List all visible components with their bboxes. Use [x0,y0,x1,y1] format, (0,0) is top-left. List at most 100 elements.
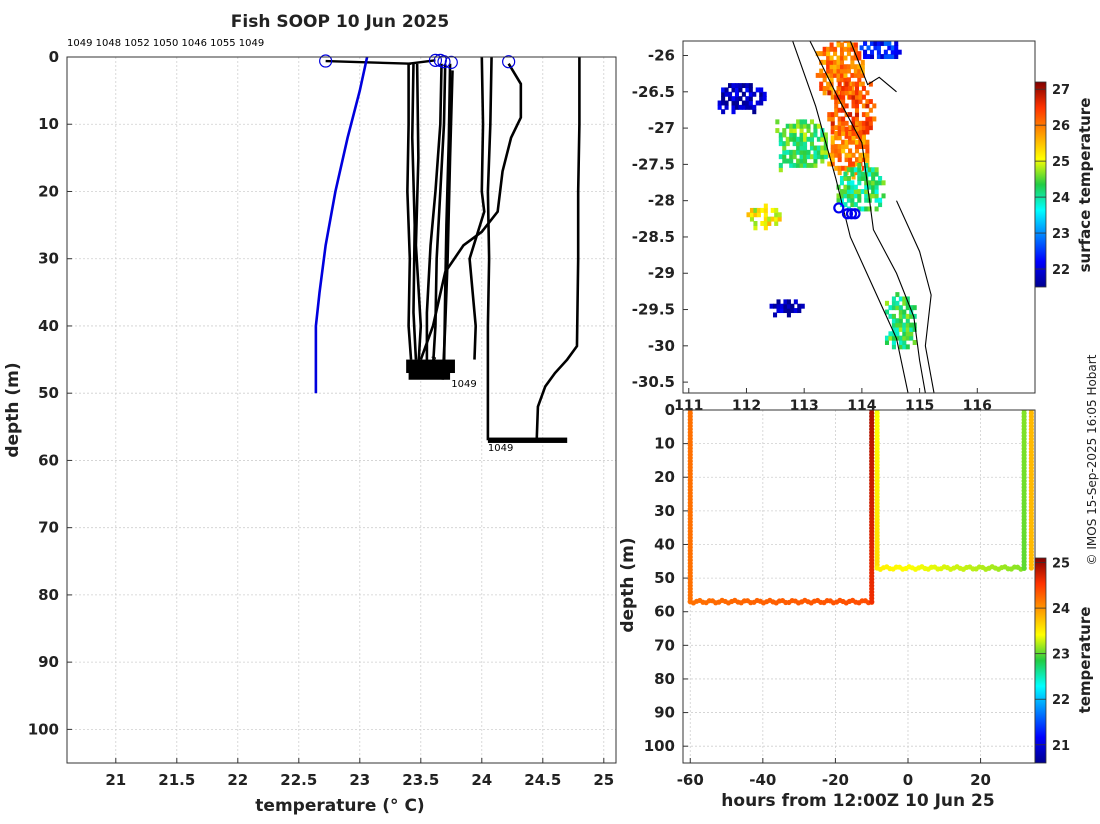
sst-pixel [837,116,842,122]
section-ytick-label: 100 [644,737,675,755]
sst-pixel [789,158,794,164]
sst-pixel [785,158,790,164]
sst-pixel [895,318,900,324]
sst-pixel [778,141,783,147]
sst-pixel [789,149,794,155]
sst-pixel [741,100,746,106]
sst-pixel [836,90,841,96]
sst-pixel [843,184,848,190]
sst-pixel [848,125,853,131]
station-marker [845,208,858,220]
profile-line-deep-1 [486,57,493,441]
section-panel: -60 -40 -20 0 20 0 10 20 30 40 50 60 70 80 90 100 hours… [618,401,1094,811]
sst-pixel [767,220,772,226]
sst-pixel [844,129,849,135]
profile-xtick-label: 22 [227,771,248,789]
sst-pixel [854,170,860,176]
sst-pixel [857,167,862,173]
profile-line-1048 [406,63,413,360]
sst-pixel [872,103,877,109]
sst-pixel [846,81,851,87]
sst-pixel [865,152,870,158]
sst-pixel [763,225,768,231]
sst-pixel [846,175,851,181]
map-ytick-label: -29.5 [632,301,675,319]
sst-pixel [816,136,821,142]
sst-pixel [898,313,903,319]
map-ytick-label: -30.5 [632,373,675,391]
sst-pixel [891,300,896,306]
sst-pixel [841,165,846,171]
sst-pixel [851,94,856,100]
sst-pixel [850,64,855,70]
sst-pixel [819,59,824,65]
sst-pixel [837,148,842,154]
sst-pixel [891,305,896,311]
surface-marker [502,55,516,69]
sst-pixel [827,161,832,167]
sst-pixel [912,305,917,311]
sst-pixel [853,42,858,48]
sst-pixel [868,107,873,113]
sst-pixel [895,292,900,298]
sst-pixel [837,152,842,158]
sst-pixel [799,132,804,138]
sst-pixel [724,104,729,110]
sst-pixel [819,51,824,57]
sst-pixel [867,180,872,186]
sst-pixel [843,46,848,52]
sst-pixel [796,162,801,168]
sst-pixel [839,197,845,203]
sst-pixel [902,340,907,345]
sst-pixel [850,55,855,61]
sst-pixel [850,193,855,199]
sst-pixel [803,149,808,155]
sst-pixel [748,100,753,106]
sst-pixel [778,136,783,142]
sst-pixel [763,216,768,222]
sst-pixel [760,207,765,213]
sst-pixel [779,308,785,314]
sst-pixel [867,167,872,173]
sst-pixel [829,85,834,91]
sst-pixel [868,116,873,122]
sst-pixel [864,193,869,199]
bottom-cast-label: 3 [431,356,437,367]
sst-pixel [905,296,910,302]
sst-pixel [830,139,835,145]
sst-pixel [902,296,907,302]
sst-pixel [883,54,888,60]
sst-pixel [809,132,815,138]
profile-ytick-label: 60 [38,451,59,469]
sst-pixel [850,202,855,208]
sst-pixel [815,51,820,57]
sst-pixel [861,125,866,131]
figure-title: Fish SOOP 10 Jun 2025 [231,12,449,32]
sst-pixel [857,77,862,83]
sst-colorbar-tick-label: 26 [1052,119,1070,134]
sst-pixel [902,331,907,337]
sst-pixel [830,152,835,158]
sst-pixel [799,145,804,151]
sst-pixel [860,175,865,181]
sst-pixel [851,103,856,109]
sst-pixel [854,99,860,105]
sst-pixel [905,344,910,350]
sst-pixel [819,68,824,74]
sst-pixel [829,77,834,83]
sst-pixel [844,139,849,145]
sst-pixel [850,85,855,91]
sst-pixel [891,322,896,328]
sst-pixel [876,49,881,55]
sst-pixel [748,104,753,110]
sst-pixel [809,154,815,160]
sst-pixel [830,94,835,100]
sst-pixel [789,123,794,129]
sst-pixel [853,189,858,195]
sst-pixel [796,145,801,151]
sst-pixel [782,145,787,151]
sst-pixel [753,207,758,213]
sst-pixel [854,161,860,167]
sst-pixel [902,300,907,306]
profile-ytick-label: 10 [38,115,59,133]
